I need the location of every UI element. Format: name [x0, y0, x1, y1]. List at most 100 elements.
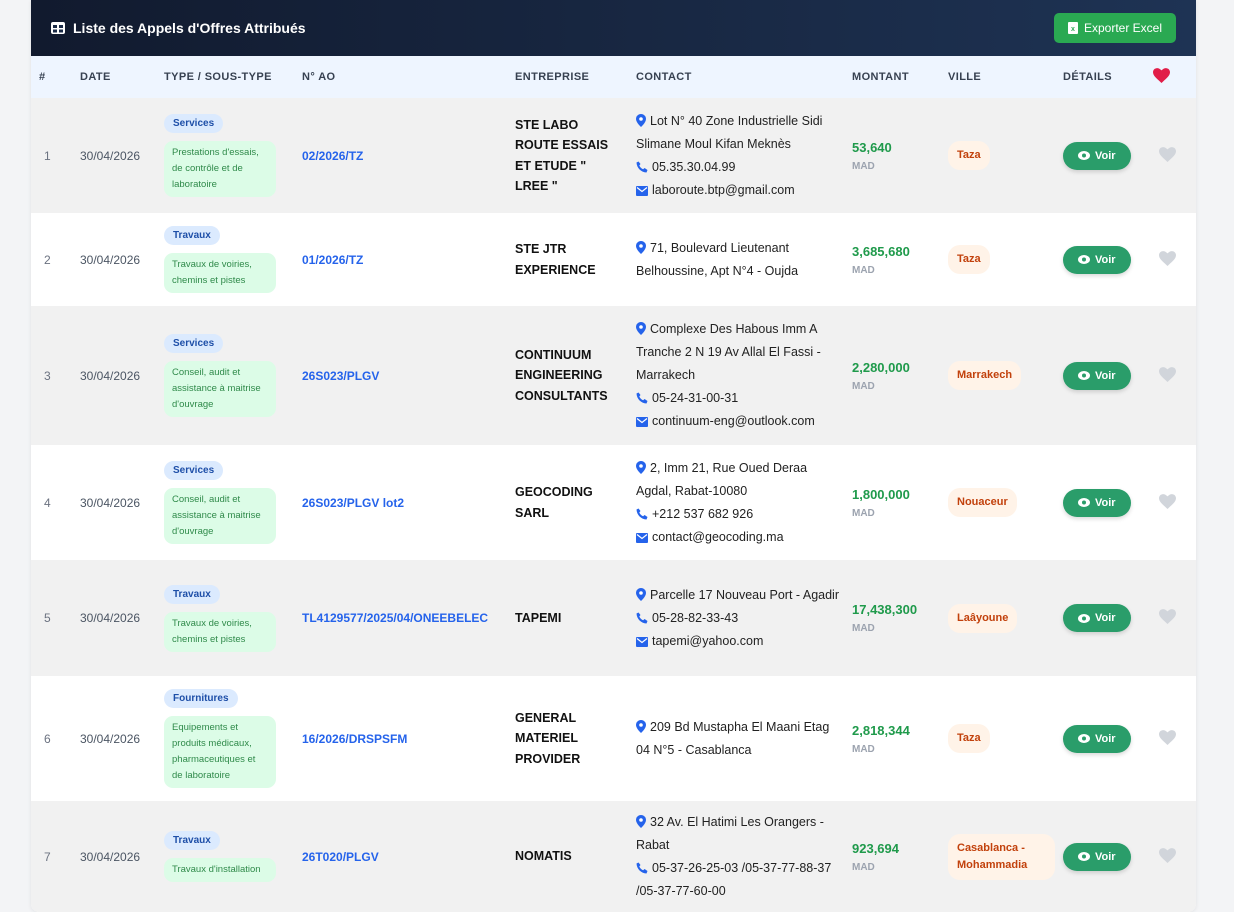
export-button[interactable]: x Exporter Excel: [1053, 13, 1176, 43]
ao-link[interactable]: 26S023/PLGV lot2: [302, 495, 405, 510]
company: STE LABO ROUTE ESSAIS ET ETUDE " LREE ": [515, 117, 609, 194]
view-button[interactable]: Voir: [1063, 245, 1131, 274]
amount: 53,640: [852, 139, 892, 155]
ao-cell: 02/2026/TZ: [294, 98, 507, 213]
amount: 2,818,344: [852, 722, 910, 738]
address: Complexe Des Habous Imm A Tranche 2 N 19…: [636, 322, 821, 382]
heart-icon[interactable]: [1159, 366, 1176, 382]
phone-line: 05-24-31-00-31: [636, 387, 844, 410]
table-row: 3 30/04/2026 Services Conseil, audit et ass…: [31, 306, 1196, 445]
city-cell: Taza: [940, 213, 1055, 306]
ao-cell: 26T020/PLGV: [294, 801, 507, 912]
ao-link[interactable]: TL4129577/2025/04/ONEEBELEC: [302, 611, 489, 625]
address-line: 209 Bd Mustapha El Maani Etag 04 N°5 - C…: [636, 716, 844, 762]
column-header: VILLE: [940, 56, 1055, 98]
currency: MAD: [852, 507, 875, 519]
phone: 05-24-31-00-31: [652, 391, 739, 405]
view-button[interactable]: Voir: [1063, 724, 1131, 753]
view-button[interactable]: Voir: [1063, 141, 1131, 170]
details-cell: Voir: [1055, 801, 1145, 912]
currency: MAD: [852, 160, 875, 172]
view-button[interactable]: Voir: [1063, 842, 1131, 871]
heart-icon[interactable]: [1159, 250, 1176, 266]
address-line: Parcelle 17 Nouveau Port - Agadir: [636, 584, 844, 607]
fav-cell: [1145, 801, 1196, 912]
row-index: 5: [44, 611, 51, 625]
city-badge: Taza: [948, 724, 990, 753]
eye-icon: [1078, 498, 1090, 507]
ao-link[interactable]: 01/2026/TZ: [302, 252, 364, 267]
phone-icon: [636, 392, 648, 404]
address: Parcelle 17 Nouveau Port - Agadir: [650, 587, 839, 602]
contact-cell: 71, Boulevard Lieutenant Belhoussine, Ap…: [628, 213, 844, 306]
ao-link[interactable]: 16/2026/DRSPSFM: [302, 731, 408, 746]
column-header: N° AO: [294, 56, 507, 98]
table-icon: [51, 22, 65, 34]
fav-cell: [1145, 98, 1196, 213]
city-badge: Marrakech: [948, 361, 1022, 390]
address-line: 32 Av. El Hatimi Les Orangers - Rabat: [636, 811, 844, 857]
city-badge: Casablanca - Mohammadia: [948, 833, 1055, 880]
heart-icon[interactable]: [1159, 609, 1176, 624]
fav-cell: [1145, 213, 1196, 306]
details-cell: Voir: [1055, 213, 1145, 306]
view-button[interactable]: Voir: [1063, 361, 1131, 390]
column-header: ENTREPRISE: [507, 56, 628, 98]
row-index: 7: [44, 849, 51, 864]
date: 30/04/2026: [80, 148, 141, 163]
heart-icon[interactable]: [1159, 493, 1176, 509]
row-index: 4: [44, 495, 51, 510]
table-row: 2 30/04/2026 Travaux Travaux de voiries, ch…: [31, 213, 1196, 306]
subtype-badge: Conseil, audit et assistance à maitrise …: [164, 361, 276, 417]
pin-icon: [636, 587, 646, 601]
type-badge: Services: [164, 334, 224, 353]
company-cell: STE LABO ROUTE ESSAIS ET ETUDE " LREE ": [507, 98, 628, 213]
view-button[interactable]: Voir: [1063, 488, 1131, 517]
amount-cell: 2,818,344 MAD: [844, 676, 940, 801]
mail-icon: [636, 532, 648, 543]
contact-cell: 32 Av. El Hatimi Les Orangers - Rabat 05-…: [628, 801, 844, 912]
fav-cell: [1145, 306, 1196, 445]
type-cell: Services Prestations d'essais, de contrôl…: [156, 98, 294, 213]
email: contact@geocoding.ma: [652, 529, 784, 544]
eye-icon: [1078, 734, 1090, 743]
type-cell: Fournitures Equipements et produits médic…: [156, 676, 294, 801]
email-line: tapemi@yahoo.com: [636, 630, 844, 653]
address: 32 Av. El Hatimi Les Orangers - Rabat: [636, 814, 824, 852]
details-cell: Voir: [1055, 445, 1145, 560]
export-label: Exporter Excel: [1083, 21, 1162, 35]
row-index: 2: [44, 252, 51, 267]
ao-link[interactable]: 26S023/PLGV: [302, 368, 380, 383]
ao-cell: TL4129577/2025/04/ONEEBELEC: [294, 560, 507, 676]
phone: 05.35.30.04.99: [652, 159, 736, 174]
column-header: CONTACT: [628, 56, 844, 98]
pin-icon: [636, 240, 646, 254]
view-label: Voir: [1095, 253, 1116, 266]
currency: MAD: [852, 743, 875, 755]
ao-link[interactable]: 02/2026/TZ: [302, 148, 364, 163]
company-cell: TAPEMI: [507, 560, 628, 676]
eye-icon: [1078, 151, 1090, 160]
heart-icon[interactable]: [1159, 729, 1176, 745]
ao-cell: 01/2026/TZ: [294, 213, 507, 306]
amount: 17,438,300: [852, 602, 918, 617]
eye-icon: [1078, 255, 1090, 264]
amount: 3,685,680: [852, 243, 910, 259]
heart-icon[interactable]: [1159, 847, 1176, 863]
amount-cell: 1,800,000 MAD: [844, 445, 940, 560]
type-badge: Travaux: [164, 831, 220, 850]
heart-icon[interactable]: [1153, 68, 1170, 83]
currency: MAD: [852, 380, 875, 392]
pin-icon: [636, 719, 646, 733]
ao-link[interactable]: 26T020/PLGV: [302, 849, 379, 864]
type-badge: Services: [164, 114, 224, 133]
heart-icon[interactable]: [1159, 146, 1176, 162]
contact-cell: 2, Imm 21, Rue Oued Deraa Agdal, Rabat-1…: [628, 445, 844, 560]
view-button[interactable]: Voir: [1063, 604, 1131, 632]
subtype-badge: Travaux d'installation: [164, 858, 276, 882]
pin-icon: [636, 113, 646, 127]
phone: +212 537 682 926: [652, 506, 754, 521]
ao-cell: 16/2026/DRSPSFM: [294, 676, 507, 801]
phone-icon: [636, 612, 648, 623]
